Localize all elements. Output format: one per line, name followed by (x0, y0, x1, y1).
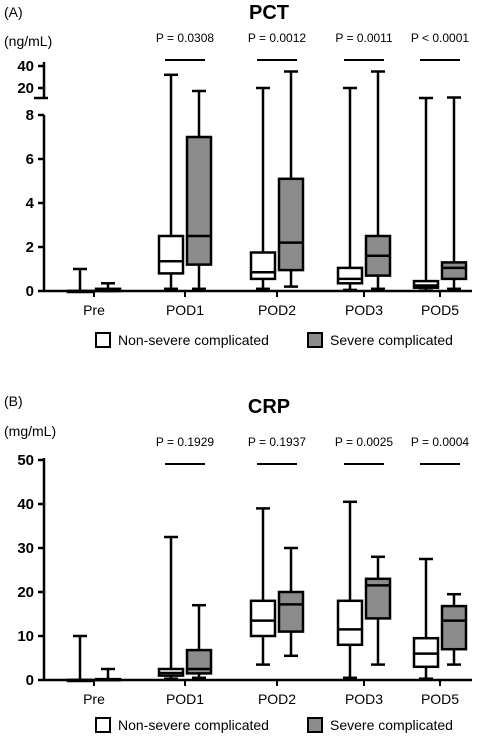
panel-a-plot: 0 2 4 6 8 20 40 Pre POD1 POD2 POD3 POD5 P = 0.0308 P … (17, 31, 472, 348)
y-tick-label: 40 (17, 496, 34, 513)
y-tick-label: 50 (17, 452, 34, 469)
box (157, 234, 185, 275)
panel-b-plot: 0 10 20 30 40 50 Pre POD1 POD2 POD3 POD5 P = 0.1929… (17, 435, 472, 733)
x-tick-label: Pre (83, 691, 105, 707)
y-tick-label: 6 (26, 151, 34, 168)
legend-label: Non-severe complicated (118, 332, 269, 348)
x-tick-label: POD2 (258, 302, 296, 318)
box (440, 604, 468, 651)
y-tick-label: 8 (26, 107, 34, 124)
panel-a-title: PCT (249, 2, 289, 24)
x-tick-label: POD5 (421, 302, 459, 318)
box (249, 251, 277, 281)
panel-b-label: (B) (4, 393, 23, 409)
legend-label: Severe complicated (330, 717, 453, 733)
p-value-label: P < 0.0001 (411, 31, 469, 45)
y-tick-label: 10 (17, 628, 34, 645)
x-tick-label: POD5 (421, 691, 459, 707)
x-tick-label: POD2 (258, 691, 296, 707)
x-tick-label: Pre (83, 302, 105, 318)
panel-a-label: (A) (4, 4, 23, 20)
legend-label: Severe complicated (330, 332, 453, 348)
x-tick-label: POD3 (345, 691, 383, 707)
p-value-label: P = 0.0011 (335, 31, 393, 45)
x-tick-label: POD3 (345, 302, 383, 318)
y-tick-label: 0 (26, 283, 34, 300)
box (277, 590, 305, 633)
y-tick-label: 20 (17, 584, 34, 601)
box (185, 135, 213, 266)
box (336, 599, 364, 647)
panel-b-title: CRP (248, 396, 290, 418)
y-tick-label: 2 (26, 239, 34, 256)
p-value-label: P = 0.0012 (248, 31, 306, 45)
legend-label: Non-severe complicated (118, 717, 269, 733)
box (249, 599, 277, 638)
legend-swatch-severe (307, 717, 323, 733)
p-value-label: P = 0.0004 (411, 435, 469, 449)
panel-a-unit: (ng/mL) (4, 33, 52, 49)
y-tick-label: 20 (17, 80, 34, 97)
x-tick-label: POD1 (166, 302, 204, 318)
legend-swatch-non-severe (95, 332, 111, 348)
x-tick-label: POD1 (166, 691, 204, 707)
p-value-label: P = 0.0025 (335, 435, 393, 449)
p-value-label: P = 0.1929 (156, 435, 214, 449)
box (277, 177, 305, 272)
legend-swatch-severe (307, 332, 323, 348)
box (336, 266, 364, 285)
box (440, 261, 468, 281)
p-value-label: P = 0.1937 (248, 435, 306, 449)
panel-b-unit: (mg/mL) (4, 423, 56, 439)
p-value-label: P = 0.0308 (156, 31, 214, 45)
y-tick-label: 0 (26, 672, 34, 689)
box (185, 648, 213, 675)
y-tick-label: 4 (26, 195, 35, 212)
y-tick-label: 30 (17, 540, 34, 557)
legend-swatch-non-severe (95, 717, 111, 733)
y-tick-label: 40 (17, 58, 34, 75)
